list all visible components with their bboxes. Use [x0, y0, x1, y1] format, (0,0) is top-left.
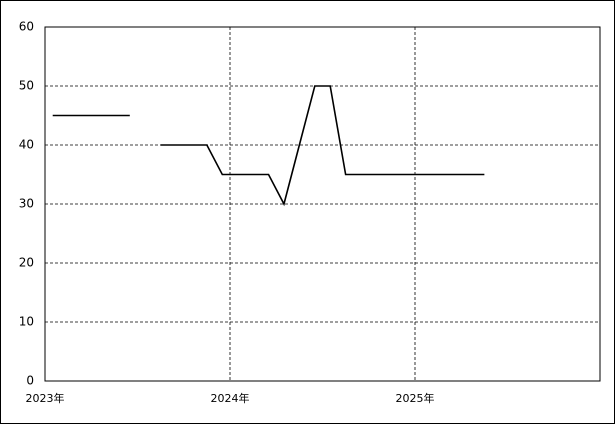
y-tick-label: 40 [19, 138, 34, 152]
x-tick-label: 2025年 [396, 391, 435, 405]
y-tick-label: 50 [19, 79, 34, 93]
y-tick-label: 20 [19, 256, 34, 270]
y-tick-label: 10 [19, 315, 34, 329]
line [160, 85, 485, 207]
y-tick-label: 30 [19, 197, 34, 211]
y-tick-label: 0 [26, 374, 34, 388]
plot-border [44, 26, 601, 382]
x-tick-label: 2024年 [211, 391, 250, 405]
x-tick-label: 2023年 [26, 391, 65, 405]
y-tick-label: 60 [19, 20, 34, 34]
